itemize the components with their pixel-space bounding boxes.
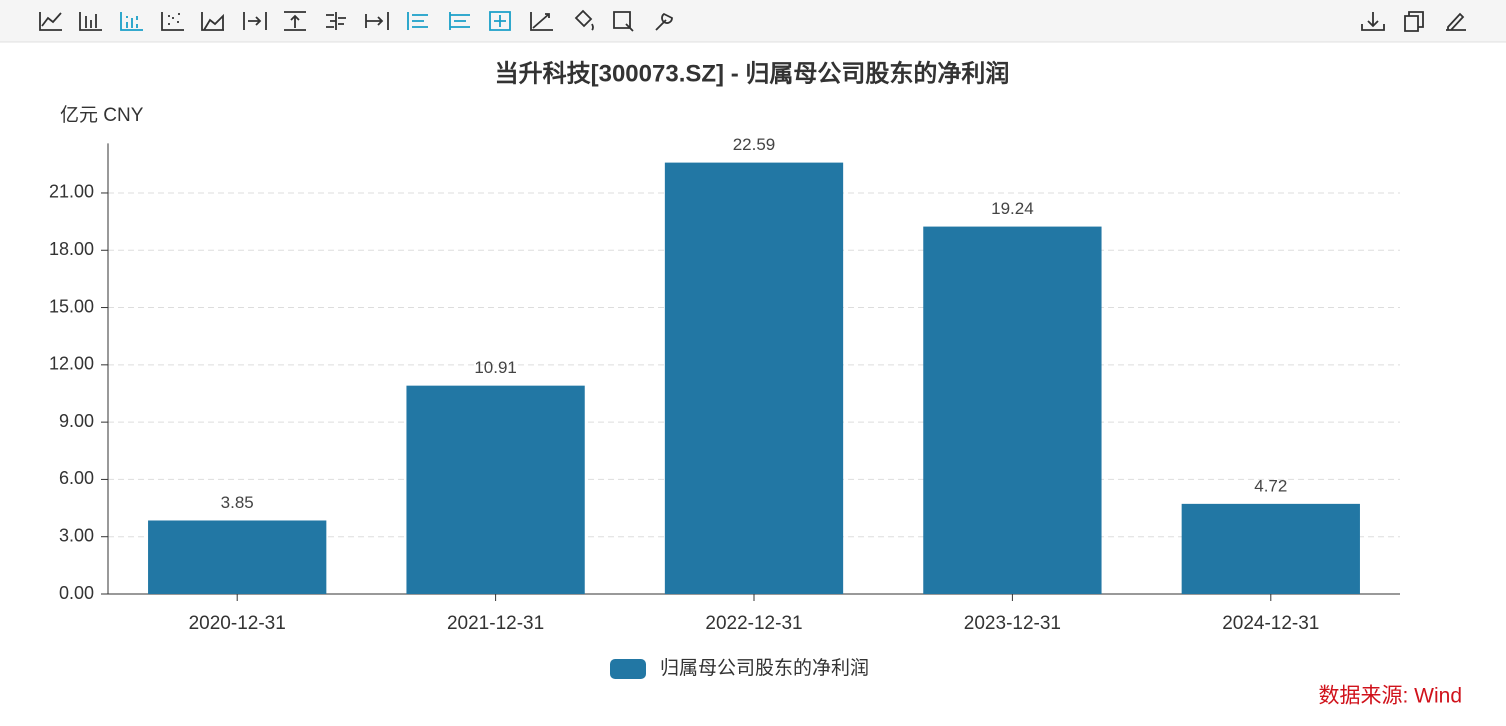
legend-swatch xyxy=(610,659,646,679)
fill-icon[interactable] xyxy=(574,9,594,31)
y-tick-label: 6.00 xyxy=(59,468,94,488)
bar-icon[interactable] xyxy=(79,12,102,31)
data-label: 4.72 xyxy=(1254,476,1287,495)
y-tick-label: 21.00 xyxy=(49,182,94,202)
toolbar-icons[interactable] xyxy=(39,9,1466,32)
tree-icon[interactable] xyxy=(326,12,346,30)
data-label: 10.91 xyxy=(474,358,517,377)
source: 数据来源: Wind xyxy=(1318,685,1462,708)
trend-icon[interactable] xyxy=(530,12,553,31)
hlist-icon[interactable] xyxy=(449,12,470,30)
x-tick-label: 2022-12-31 xyxy=(705,613,802,634)
edit-icon[interactable] xyxy=(1446,12,1466,31)
download-icon[interactable] xyxy=(1361,12,1385,31)
y-tick-label: 3.00 xyxy=(59,525,94,545)
bar xyxy=(1181,503,1360,594)
bar xyxy=(664,162,844,594)
bar xyxy=(406,385,585,594)
legend-label: 归属母公司股东的净利润 xyxy=(660,657,869,679)
x-tick-label: 2024-12-31 xyxy=(1222,613,1319,634)
right-icon[interactable] xyxy=(243,12,267,30)
stack-icon[interactable] xyxy=(120,12,143,31)
bar xyxy=(148,520,327,594)
top-icon[interactable] xyxy=(284,11,306,31)
toolbar xyxy=(0,0,1506,42)
y-tick-label: 12.00 xyxy=(49,354,94,374)
data-label: 3.85 xyxy=(221,493,254,512)
copy-icon[interactable] xyxy=(1404,11,1424,32)
data-label: 19.24 xyxy=(991,199,1034,218)
list-icon[interactable] xyxy=(407,12,428,30)
grid-icon[interactable] xyxy=(489,11,511,31)
y-tick-label: 9.00 xyxy=(59,411,94,431)
data-label: 22.59 xyxy=(733,135,776,154)
y-tick-label: 0.00 xyxy=(59,583,94,603)
area-icon[interactable] xyxy=(201,12,224,31)
zoom-icon[interactable] xyxy=(613,11,634,32)
x-tick-label: 2021-12-31 xyxy=(447,613,544,634)
y-tick-label: 15.00 xyxy=(49,296,94,316)
scatter-icon[interactable] xyxy=(161,12,184,31)
end-icon[interactable] xyxy=(365,12,389,30)
chart-title: 当升科技[300073.SZ] - 归属母公司股东的净利润 xyxy=(495,59,1010,87)
bar xyxy=(923,226,1102,594)
y-axis-label: 亿元 CNY xyxy=(60,104,144,126)
y-tick-label: 18.00 xyxy=(49,239,94,259)
x-tick-label: 2023-12-31 xyxy=(964,613,1061,634)
x-tick-label: 2020-12-31 xyxy=(189,613,286,634)
line-icon[interactable] xyxy=(39,12,62,31)
tool-icon[interactable] xyxy=(655,12,673,31)
